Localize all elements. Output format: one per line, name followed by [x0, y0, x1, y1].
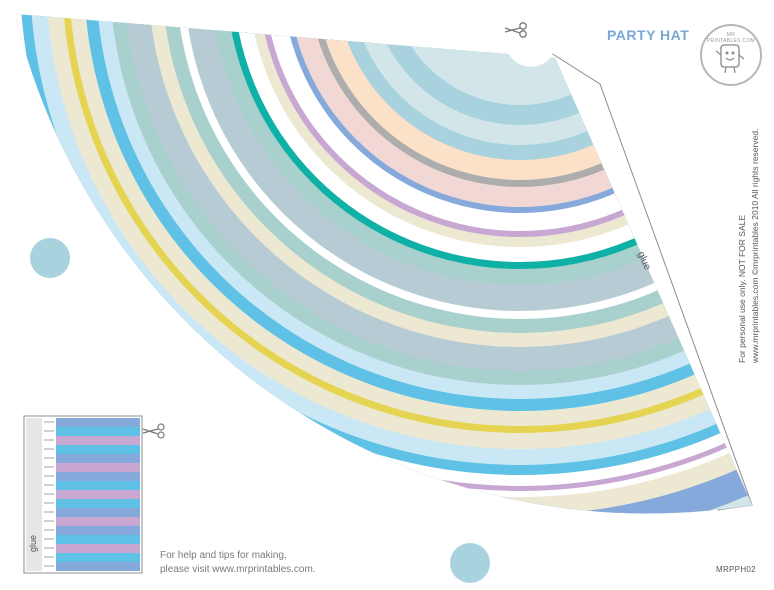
- brand-logo: MR PRINTABLES.COM: [700, 24, 762, 86]
- headband-strip: [23, 415, 143, 574]
- rights-line-2: www.mrprintables.com ©mrprintables 2010 …: [750, 128, 760, 363]
- rights-notice: For personal use only. NOT FOR SALE www.…: [736, 93, 772, 363]
- mascot-icon: [716, 44, 745, 74]
- scissors-icon: [142, 423, 165, 439]
- top-notch: [505, 26, 558, 67]
- help-line-1: For help and tips for making,: [160, 550, 287, 561]
- page-title: PARTY HAT: [607, 27, 690, 43]
- side-tab: [30, 238, 70, 278]
- strip-band: [56, 553, 140, 562]
- strip-band: [56, 427, 140, 436]
- help-line-2: please visit www.mrprintables.com.: [160, 564, 316, 575]
- strip-band: [56, 490, 140, 499]
- logo-text: MR PRINTABLES.COM: [706, 32, 755, 44]
- strip-band: [56, 445, 140, 454]
- strip-band: [56, 481, 140, 490]
- strip-band: [56, 463, 140, 472]
- strip-band: [56, 454, 140, 463]
- strip-band: [56, 472, 140, 481]
- strip-band: [56, 562, 140, 571]
- product-code: MRPPH02: [716, 565, 756, 574]
- strip-band: [56, 508, 140, 517]
- strip-band: [56, 517, 140, 526]
- strip-band: [56, 544, 140, 553]
- rights-line-1: For personal use only. NOT FOR SALE: [737, 214, 747, 363]
- scissors-icon: [504, 22, 527, 38]
- strip-band: [56, 499, 140, 508]
- strip-band: [56, 526, 140, 535]
- strip-band: [56, 418, 140, 427]
- strip-band: [56, 436, 140, 445]
- bottom-tab: [450, 543, 490, 583]
- help-text: For help and tips for making, please vis…: [160, 549, 316, 577]
- strip-glue-label: glue: [28, 534, 38, 552]
- strip-band: [56, 535, 140, 544]
